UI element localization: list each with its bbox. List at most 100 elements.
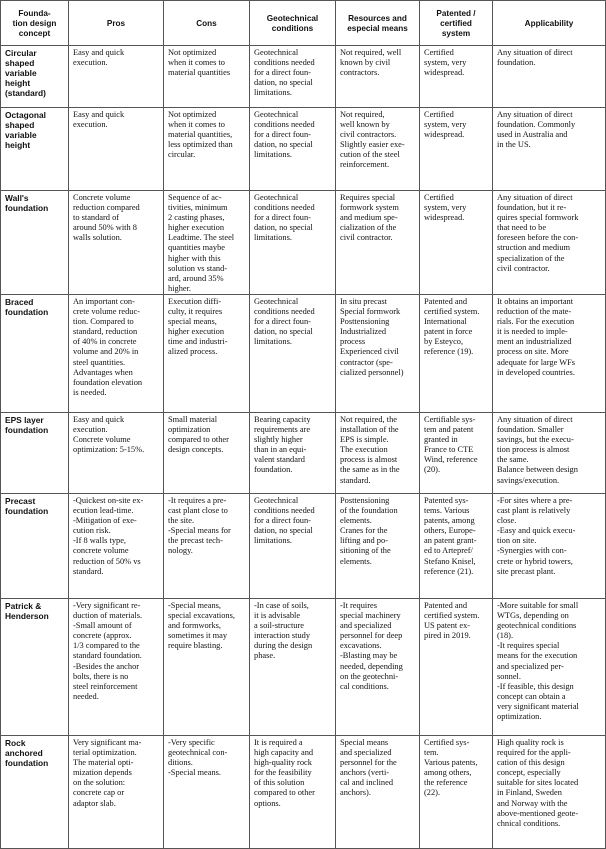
cell-line: widespread. (424, 130, 465, 140)
cell-line: dation, no special (254, 223, 313, 233)
column-header: Founda-tion design concept (0, 0, 69, 46)
cell-line: Pros (106, 18, 126, 28)
cell-line: especial means (347, 24, 408, 33)
cell-line: and specialized (340, 748, 392, 758)
cell-line: foundation elevation (73, 377, 143, 387)
cell-line: variable (5, 68, 37, 79)
cell-line: Easy and quick (73, 48, 125, 57)
table-cell: Patented and certified system. Internation… (419, 294, 493, 413)
cell-line: Not optimized (168, 48, 217, 57)
cell-line: and specialized per- (497, 661, 564, 671)
row-header: EPS layer foundation (0, 412, 69, 494)
cell-line: for a direct foun- (254, 516, 311, 526)
cell-line: on the solution: (73, 778, 126, 788)
cell-line: Geotechnical (254, 297, 299, 306)
cell-line: Balance between design (497, 465, 578, 475)
table-cell: Not required, the installation of the EPS … (335, 412, 420, 494)
cell-line: duction of materials. (73, 611, 143, 621)
cell-line: tion process is almost (497, 445, 570, 455)
cell-line: sonnel. (497, 671, 521, 681)
cell-line: system, very (424, 58, 467, 68)
cell-line: others, Europe- (424, 526, 476, 536)
table-cell: Sequence of ac-tivities, minimum 2 castin… (163, 190, 250, 295)
table-row: Wall's foundation Concrete volume reduction… (0, 190, 606, 295)
cell-line: conditions needed (254, 120, 315, 130)
cell-line: dation, no special (254, 526, 313, 536)
cell-line: Patented sys- (424, 496, 469, 505)
cell-line: volume and 20% in (73, 347, 139, 357)
cell-line: In situ precast (340, 297, 387, 306)
cell-line: when it comes to (168, 58, 225, 68)
cell-line: bolts, there is no (73, 671, 129, 681)
cell-line: suitable for sites located (497, 778, 579, 788)
cell-line: Easy and quick (73, 110, 125, 119)
table-cell: Certified sys-tem. Various patents, among … (419, 735, 493, 849)
cell-line: higher execution (168, 327, 225, 337)
cell-line: -Small amount of (73, 621, 132, 631)
cell-line: and specialized (340, 621, 392, 631)
cell-line: tivities, minimum (168, 203, 228, 213)
cell-line: site precast plant. (497, 566, 556, 576)
cell-line: special means, (168, 317, 217, 327)
cell-line: system (441, 29, 471, 39)
cell-line: -It requires a pre- (168, 496, 227, 505)
cell-line: cation of this design (497, 758, 565, 768)
cell-line: cast plant is relatively (497, 506, 571, 516)
cell-line: of this solution (254, 778, 305, 788)
table-cell: -More suitable for small WTGs, depending … (492, 598, 606, 736)
table-cell: Any situation of direct foundation. (492, 45, 606, 108)
cell-line: Geotechnical (254, 110, 299, 119)
cell-line: foundation (5, 307, 49, 318)
table-cell: Not required, well known by civil contract… (335, 107, 420, 191)
table-cell: Posttensioning of the foundation elements.… (335, 493, 420, 599)
table-row: Rock anchored foundation Very significant m… (0, 735, 606, 849)
cell-line: personnel for the (340, 758, 397, 768)
cell-line: foundation, but it re- (497, 203, 567, 213)
cell-line: optimization. (497, 712, 542, 722)
cell-line: adaptor slab. (73, 798, 116, 808)
cell-line: needed. (73, 691, 99, 701)
cell-line: Special means (340, 738, 389, 747)
cell-line: specialization of the (497, 253, 565, 263)
cell-line: adequate for large WFs (497, 357, 576, 367)
table-cell: Bearing capacity requirements are slightly… (249, 412, 336, 494)
table-cell: Geotechnical conditions needed for a direc… (249, 45, 336, 108)
cell-line: Wind, reference (424, 455, 478, 465)
cell-line: tion on site. (497, 536, 537, 546)
cell-line: conditions needed (254, 506, 315, 516)
cell-line: of 40% in concrete (73, 337, 137, 347)
column-header: Patented / certified system (419, 0, 493, 46)
cell-line: system, very (424, 203, 467, 213)
table-cell: -It requires a pre-cast plant close to th… (163, 493, 250, 599)
cell-line: reference (19). (424, 347, 474, 357)
cell-line: when it comes to (168, 120, 225, 130)
cell-line: the same. (497, 455, 529, 465)
cell-line: the reference (424, 778, 468, 788)
cell-line: Patented and (424, 601, 468, 610)
cell-line: -Very specific (168, 738, 215, 747)
table-cell: Special means and specialized personnel fo… (335, 735, 420, 849)
cell-line: widespread. (424, 68, 465, 78)
cell-line: solution vs stand- (168, 263, 228, 273)
cell-line: height (5, 140, 31, 151)
table-cell: Certifiable sys-tem and patent granted in… (419, 412, 493, 494)
cell-line: Certified (424, 193, 454, 202)
cell-line: limitations. (254, 150, 292, 160)
cell-line: nology. (168, 546, 193, 556)
cell-line: Not required, the (340, 415, 397, 424)
cell-line: Stefano Knisel, (424, 556, 476, 566)
table-cell: Certified system, very widespread. (419, 45, 493, 108)
cell-line: Applicability (524, 18, 574, 28)
cell-line: for a direct foun- (254, 317, 311, 327)
cell-line: concept, especially (497, 768, 561, 778)
cell-line: -Quickest on-site ex- (73, 496, 144, 505)
cell-line: dation, no special (254, 78, 313, 88)
cell-line: the precast tech- (168, 536, 223, 546)
cell-line: execution. (73, 58, 108, 68)
table-cell: In situ precast Special formwork Posttensi… (335, 294, 420, 413)
cell-line: Braced (5, 297, 34, 307)
table-cell: High quality rock is required for the app… (492, 735, 606, 849)
cell-line: civil contractor. (497, 263, 550, 273)
cell-line: cal conditions. (340, 681, 389, 691)
